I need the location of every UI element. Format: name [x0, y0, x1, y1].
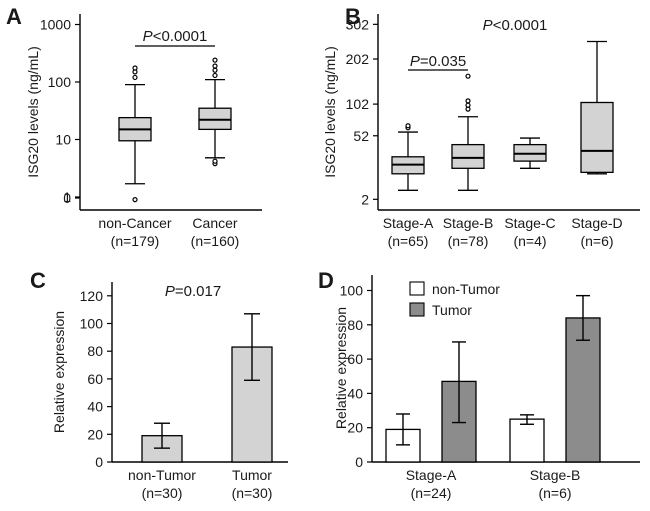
panel-a-outlier [132, 197, 138, 203]
panel-a-outlier [212, 63, 218, 69]
panel-b-category-label: Stage-D [571, 215, 622, 231]
panel-b-outlier [465, 98, 471, 104]
panel-b-ylabel: ISG20 levels (ng/mL) [322, 46, 338, 178]
panel-b-outlier [405, 123, 411, 129]
panel-a-ytick-label: 10 [55, 132, 71, 148]
panel-d-legend: non-Tumor Tumor [409, 281, 500, 318]
panel-b-ytick-label: 302 [346, 16, 370, 32]
panel-a-category-label: Cancer [192, 215, 237, 231]
panel-b-outlier [465, 102, 471, 108]
panel-b-ytick-label: 202 [346, 51, 370, 67]
panel-d-ytick-label: 40 [347, 385, 363, 401]
panel-c-ytick-label: 120 [80, 288, 104, 304]
panel-c-letter: C [30, 268, 46, 293]
panel-b-ytick-label: 2 [361, 191, 369, 207]
panel-d-letter: D [318, 268, 334, 293]
panel-c: C Relative expression 0 20 40 60 80 100 120 P=… [30, 268, 288, 501]
panel-a-ylabel: ISG20 levels (ng/mL) [25, 46, 41, 178]
panel-b-cmp-p-value: =0.035 [420, 53, 466, 70]
panel-c-category-label: Tumor [232, 467, 272, 483]
panel-b-cmp-p-symbol: P [410, 53, 420, 70]
panel-c-ytick-label: 80 [87, 343, 103, 359]
panel-a-ytick-label: 0 [63, 190, 71, 206]
panel-a-ytick-label: 1 [63, 189, 71, 205]
panel-d-ytick-label: 80 [347, 317, 363, 333]
panel-a-ytick-label: 1000 [40, 17, 71, 33]
panel-b-overall-pvalue: P<0.0001 [483, 17, 548, 34]
panel-b-p-value: <0.0001 [493, 17, 548, 34]
panel-d-ytick-label: 100 [340, 283, 364, 299]
panel-d-legend-label: non-Tumor [432, 281, 500, 297]
panel-a-pvalue: P<0.0001 [143, 28, 208, 45]
panel-c-category-label: non-Tumor [128, 467, 196, 483]
panel-d-bar [509, 418, 545, 463]
panel-d-legend-swatch [409, 302, 425, 317]
panel-a-category-n: (n=160) [191, 233, 240, 249]
panel-a-category-n: (n=179) [111, 233, 160, 249]
panel-a-outlier [212, 57, 218, 63]
panel-b-category-n: (n=4) [513, 233, 546, 249]
panel-a-outlier [212, 67, 218, 73]
panel-b-category-n: (n=65) [388, 233, 429, 249]
panel-a-ytick-label: 100 [48, 74, 72, 90]
panel-b-category-n: (n=6) [580, 233, 613, 249]
panel-a-outlier [212, 158, 218, 164]
panel-c-p-symbol: P [165, 283, 175, 300]
panel-c-ytick-label: 60 [87, 371, 103, 387]
panel-c-p-value: =0.017 [175, 283, 221, 300]
panel-a-outlier [212, 72, 218, 79]
panel-a-p-value: <0.0001 [153, 28, 208, 45]
panel-b-ytick-label: 102 [346, 96, 370, 112]
panel-d-category-n: (n=24) [411, 485, 452, 501]
panel-c-pvalue: P=0.017 [165, 283, 221, 300]
panel-a-letter: A [6, 4, 22, 29]
panel-d-category-label: Stage-B [530, 467, 581, 483]
panel-d-legend-swatch [409, 281, 425, 296]
panel-b-comparison-pvalue: P=0.035 [410, 53, 466, 70]
panel-d-ytick-label: 20 [347, 420, 363, 436]
panel-c-ytick-label: 20 [87, 426, 103, 442]
panel-b-category-label: Stage-B [443, 215, 494, 231]
panel-a-p-symbol: P [143, 28, 153, 45]
panel-d-ytick-label: 0 [355, 454, 363, 470]
panel-b-category-label: Stage-C [504, 215, 555, 231]
panel-b-p-symbol: P [483, 17, 493, 34]
panel-d-ylabel: Relative expression [333, 307, 349, 429]
panel-d-ytick-label: 60 [347, 351, 363, 367]
panel-a-category-label: non-Cancer [98, 215, 171, 231]
panel-d-category-label: Stage-A [406, 467, 457, 483]
panel-c-ytick-label: 40 [87, 399, 103, 415]
panel-c-category-n: (n=30) [232, 485, 273, 501]
panel-c-category-n: (n=30) [142, 485, 183, 501]
panel-b-box [580, 101, 614, 174]
panel-d-category-n: (n=6) [538, 485, 571, 501]
panel-a: A ISG20 levels (ng/mL) 1000 100 10 10 P<0.0… [6, 4, 262, 249]
panel-b-category-n: (n=78) [448, 233, 489, 249]
panel-d-legend-label: Tumor [432, 302, 472, 318]
panel-b-outlier [465, 73, 471, 79]
panel-a-outlier [132, 65, 138, 71]
panel-b-letter: B [345, 4, 361, 29]
panel-c-ytick-label: 100 [80, 316, 104, 332]
panel-d: D Relative expression 0 20 40 60 80 100 non-T… [318, 268, 640, 501]
panel-c-ylabel: Relative expression [51, 311, 67, 433]
panel-c-ytick-label: 0 [95, 454, 103, 470]
panel-d-bar [565, 317, 601, 463]
panel-b-ytick-label: 52 [353, 128, 369, 144]
panel-a-outlier [132, 74, 138, 81]
panel-b-category-label: Stage-A [383, 215, 434, 231]
panel-b-box [451, 143, 485, 169]
panel-a-box [198, 107, 232, 131]
